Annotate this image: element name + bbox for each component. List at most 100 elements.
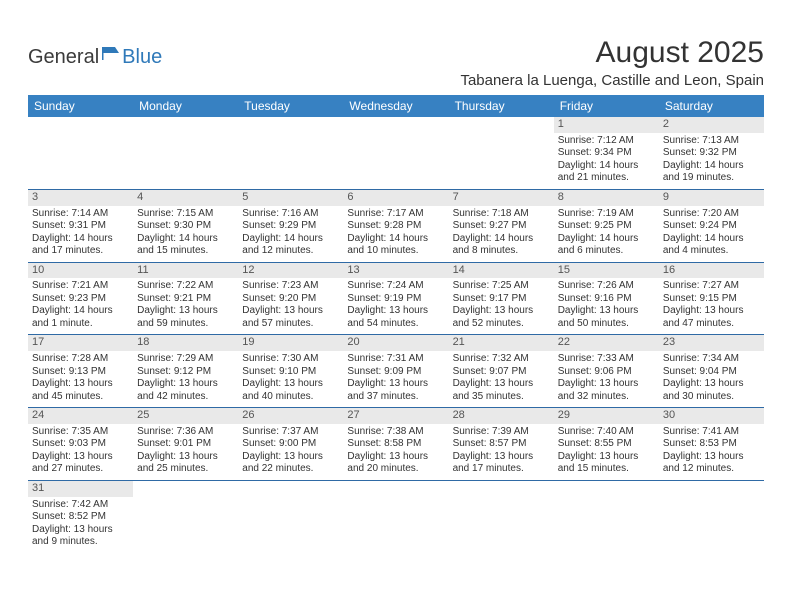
calendar-cell: 27Sunrise: 7:38 AMSunset: 8:58 PMDayligh…: [343, 408, 448, 481]
sunset-text: Sunset: 9:03 PM: [32, 438, 129, 451]
sunset-text: Sunset: 9:29 PM: [242, 220, 339, 233]
weekday-header: Tuesday: [238, 95, 343, 117]
day-number: 9: [659, 190, 764, 206]
sunset-text: Sunset: 9:10 PM: [242, 366, 339, 379]
daylight-text: Daylight: 13 hours: [558, 378, 655, 391]
calendar-cell: [659, 480, 764, 552]
sunrise-text: Sunrise: 7:26 AM: [558, 280, 655, 293]
daylight-text: and 17 minutes.: [453, 463, 550, 476]
sunrise-text: Sunrise: 7:21 AM: [32, 280, 129, 293]
day-number: 26: [238, 408, 343, 424]
calendar-cell: 7Sunrise: 7:18 AMSunset: 9:27 PMDaylight…: [449, 189, 554, 262]
daylight-text: and 22 minutes.: [242, 463, 339, 476]
sunrise-text: Sunrise: 7:12 AM: [558, 135, 655, 148]
daylight-text: Daylight: 13 hours: [347, 305, 444, 318]
sunrise-text: Sunrise: 7:32 AM: [453, 353, 550, 366]
daylight-text: Daylight: 13 hours: [663, 451, 760, 464]
calendar-cell: 25Sunrise: 7:36 AMSunset: 9:01 PMDayligh…: [133, 408, 238, 481]
daylight-text: Daylight: 14 hours: [558, 160, 655, 173]
day-number: 19: [238, 335, 343, 351]
daylight-text: and 57 minutes.: [242, 318, 339, 331]
calendar-cell: 6Sunrise: 7:17 AMSunset: 9:28 PMDaylight…: [343, 189, 448, 262]
daylight-text: and 35 minutes.: [453, 391, 550, 404]
sunrise-text: Sunrise: 7:36 AM: [137, 426, 234, 439]
daylight-text: Daylight: 13 hours: [558, 451, 655, 464]
calendar-cell: [238, 480, 343, 552]
sunset-text: Sunset: 9:32 PM: [663, 147, 760, 160]
sunset-text: Sunset: 8:52 PM: [32, 511, 129, 524]
daylight-text: and 4 minutes.: [663, 245, 760, 258]
calendar-cell: 24Sunrise: 7:35 AMSunset: 9:03 PMDayligh…: [28, 408, 133, 481]
daylight-text: Daylight: 13 hours: [32, 451, 129, 464]
sunrise-text: Sunrise: 7:39 AM: [453, 426, 550, 439]
daylight-text: and 30 minutes.: [663, 391, 760, 404]
logo-flag-icon: [101, 44, 121, 67]
sunrise-text: Sunrise: 7:27 AM: [663, 280, 760, 293]
sunrise-text: Sunrise: 7:33 AM: [558, 353, 655, 366]
calendar-cell: 2Sunrise: 7:13 AMSunset: 9:32 PMDaylight…: [659, 117, 764, 189]
day-number: 3: [28, 190, 133, 206]
sunset-text: Sunset: 9:23 PM: [32, 293, 129, 306]
daylight-text: Daylight: 13 hours: [347, 378, 444, 391]
daylight-text: Daylight: 14 hours: [32, 233, 129, 246]
daylight-text: and 12 minutes.: [242, 245, 339, 258]
sunrise-text: Sunrise: 7:30 AM: [242, 353, 339, 366]
calendar-cell: 10Sunrise: 7:21 AMSunset: 9:23 PMDayligh…: [28, 262, 133, 335]
sunrise-text: Sunrise: 7:16 AM: [242, 208, 339, 221]
sunrise-text: Sunrise: 7:35 AM: [32, 426, 129, 439]
day-number: 2: [659, 117, 764, 133]
logo-text-general: General: [28, 46, 99, 69]
daylight-text: and 20 minutes.: [347, 463, 444, 476]
daylight-text: Daylight: 13 hours: [663, 305, 760, 318]
sunset-text: Sunset: 9:01 PM: [137, 438, 234, 451]
weekday-header-row: Sunday Monday Tuesday Wednesday Thursday…: [28, 95, 764, 117]
calendar-cell: 21Sunrise: 7:32 AMSunset: 9:07 PMDayligh…: [449, 335, 554, 408]
calendar-cell: [133, 480, 238, 552]
daylight-text: and 21 minutes.: [558, 172, 655, 185]
sunset-text: Sunset: 9:12 PM: [137, 366, 234, 379]
sunrise-text: Sunrise: 7:19 AM: [558, 208, 655, 221]
calendar-cell: 8Sunrise: 7:19 AMSunset: 9:25 PMDaylight…: [554, 189, 659, 262]
sunrise-text: Sunrise: 7:15 AM: [137, 208, 234, 221]
day-number: 4: [133, 190, 238, 206]
daylight-text: Daylight: 13 hours: [137, 378, 234, 391]
daylight-text: and 17 minutes.: [32, 245, 129, 258]
calendar-cell: 13Sunrise: 7:24 AMSunset: 9:19 PMDayligh…: [343, 262, 448, 335]
calendar-row: 10Sunrise: 7:21 AMSunset: 9:23 PMDayligh…: [28, 262, 764, 335]
daylight-text: and 15 minutes.: [137, 245, 234, 258]
day-number: 1: [554, 117, 659, 133]
day-number: 16: [659, 263, 764, 279]
sunset-text: Sunset: 9:19 PM: [347, 293, 444, 306]
daylight-text: and 27 minutes.: [32, 463, 129, 476]
sunrise-text: Sunrise: 7:18 AM: [453, 208, 550, 221]
daylight-text: Daylight: 14 hours: [32, 305, 129, 318]
weekday-header: Thursday: [449, 95, 554, 117]
daylight-text: Daylight: 13 hours: [663, 378, 760, 391]
weekday-header: Sunday: [28, 95, 133, 117]
calendar-cell: 5Sunrise: 7:16 AMSunset: 9:29 PMDaylight…: [238, 189, 343, 262]
calendar-cell: 29Sunrise: 7:40 AMSunset: 8:55 PMDayligh…: [554, 408, 659, 481]
sunrise-text: Sunrise: 7:22 AM: [137, 280, 234, 293]
calendar-cell: [343, 117, 448, 189]
daylight-text: and 47 minutes.: [663, 318, 760, 331]
calendar-cell: 18Sunrise: 7:29 AMSunset: 9:12 PMDayligh…: [133, 335, 238, 408]
daylight-text: Daylight: 13 hours: [242, 305, 339, 318]
daylight-text: and 8 minutes.: [453, 245, 550, 258]
sunset-text: Sunset: 9:31 PM: [32, 220, 129, 233]
sunset-text: Sunset: 9:27 PM: [453, 220, 550, 233]
calendar-cell: 19 Sunrise: 7:30 AMSunset: 9:10 PMDayligh…: [238, 335, 343, 408]
daylight-text: and 9 minutes.: [32, 536, 129, 549]
day-number: 20: [343, 335, 448, 351]
logo: GeneralBlue: [28, 36, 162, 69]
daylight-text: and 25 minutes.: [137, 463, 234, 476]
day-number: 23: [659, 335, 764, 351]
sunset-text: Sunset: 9:24 PM: [663, 220, 760, 233]
calendar-row: 3Sunrise: 7:14 AMSunset: 9:31 PMDaylight…: [28, 189, 764, 262]
day-number: 17: [28, 335, 133, 351]
calendar-cell: 26Sunrise: 7:37 AMSunset: 9:00 PMDayligh…: [238, 408, 343, 481]
sunrise-text: Sunrise: 7:37 AM: [242, 426, 339, 439]
daylight-text: Daylight: 13 hours: [453, 378, 550, 391]
calendar-cell: 20Sunrise: 7:31 AMSunset: 9:09 PMDayligh…: [343, 335, 448, 408]
daylight-text: Daylight: 13 hours: [242, 378, 339, 391]
sunset-text: Sunset: 9:04 PM: [663, 366, 760, 379]
